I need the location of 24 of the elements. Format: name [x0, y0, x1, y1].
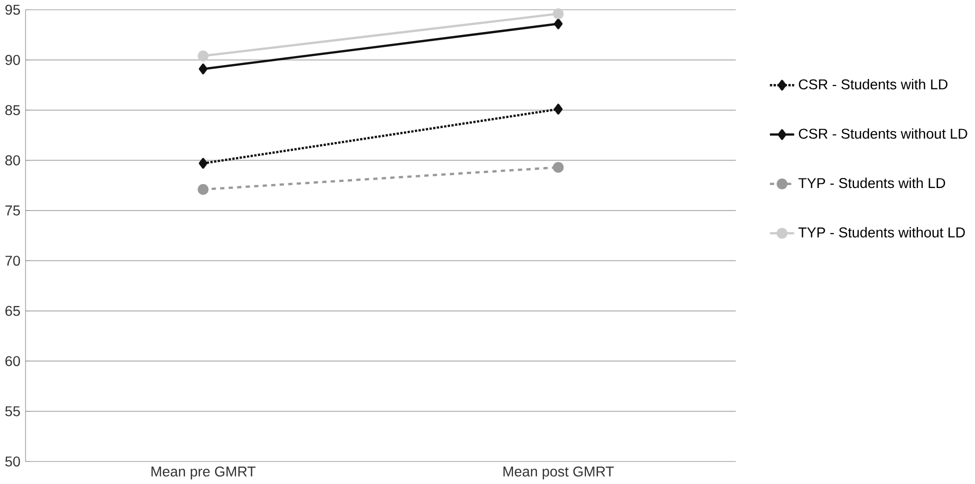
y-tick-label: 70 [5, 256, 20, 266]
point [198, 64, 208, 74]
y-tick-label: 50 [5, 456, 20, 466]
y-tick-label: 95 [5, 4, 20, 15]
point [552, 162, 564, 173]
legend-label: TYP - Students without LD [798, 226, 965, 238]
y-tick-label: 80 [5, 155, 20, 166]
point [198, 184, 209, 195]
point [198, 158, 208, 169]
y-tick-label: 65 [5, 306, 20, 316]
y-tick-label: 55 [5, 406, 20, 416]
point [554, 18, 563, 30]
point [552, 8, 564, 20]
y-tick-label: 75 [5, 206, 20, 216]
x-tick-label: Mean pre GMRT [152, 466, 256, 480]
point [198, 50, 209, 62]
point [554, 104, 563, 114]
y-tick-label: 60 [5, 356, 20, 366]
y-tick-label: 90 [5, 54, 20, 65]
legend-label: CSR - Students without LD [798, 128, 968, 139]
legend-label: TYP - Students with LD [798, 178, 946, 188]
x-tick-label: Mean post GMRT [504, 466, 614, 480]
legend-label: CSR - Students with LD [798, 78, 948, 90]
y-tick-label: 85 [5, 105, 20, 116]
